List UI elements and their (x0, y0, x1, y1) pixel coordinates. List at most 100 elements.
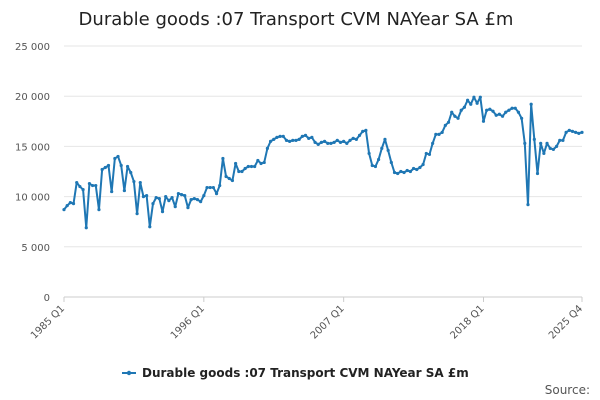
data-point[interactable] (322, 139, 327, 143)
data-point[interactable] (408, 169, 412, 174)
data-point[interactable] (218, 183, 222, 188)
data-point[interactable] (138, 180, 142, 185)
data-point[interactable] (202, 194, 206, 198)
data-point[interactable] (469, 102, 473, 106)
data-point[interactable] (157, 197, 161, 201)
data-point[interactable] (561, 138, 565, 142)
data-point[interactable] (535, 171, 540, 176)
data-point[interactable] (179, 192, 184, 197)
data-point[interactable] (548, 146, 552, 151)
data-point[interactable] (507, 108, 511, 112)
data-point[interactable] (173, 205, 177, 209)
data-point[interactable] (466, 98, 470, 102)
data-point[interactable] (580, 130, 584, 134)
data-point[interactable] (227, 176, 231, 181)
data-point[interactable] (110, 189, 114, 194)
data-point[interactable] (284, 138, 289, 142)
data-point[interactable] (189, 198, 193, 202)
data-point[interactable] (106, 163, 111, 168)
data-point[interactable] (291, 138, 295, 142)
data-point[interactable] (450, 110, 454, 114)
data-point[interactable] (513, 106, 517, 110)
data-point[interactable] (462, 105, 467, 109)
data-point[interactable] (399, 169, 403, 174)
data-point[interactable] (357, 133, 362, 137)
source-label[interactable]: Source: (545, 383, 590, 397)
data-point[interactable] (259, 161, 263, 166)
data-point[interactable] (214, 191, 219, 196)
data-point[interactable] (253, 164, 257, 169)
data-point[interactable] (351, 136, 355, 140)
data-point[interactable] (405, 168, 409, 173)
data-point[interactable] (446, 120, 451, 124)
data-point[interactable] (208, 185, 212, 190)
data-point[interactable] (481, 119, 486, 123)
data-point[interactable] (329, 141, 333, 145)
data-point[interactable] (154, 196, 158, 200)
data-point[interactable] (113, 156, 117, 161)
data-point[interactable] (160, 210, 165, 214)
data-point[interactable] (211, 185, 215, 190)
legend[interactable]: Durable goods :07 Transport CVM NAYear S… (122, 366, 469, 380)
data-point[interactable] (288, 139, 292, 143)
data-point[interactable] (300, 134, 304, 138)
data-point[interactable] (103, 165, 107, 170)
data-point[interactable] (545, 141, 549, 145)
data-point[interactable] (71, 202, 76, 206)
data-point[interactable] (265, 146, 269, 151)
data-point[interactable] (116, 154, 120, 159)
data-point[interactable] (119, 163, 123, 168)
data-point[interactable] (567, 128, 571, 132)
data-point[interactable] (68, 201, 72, 205)
data-point[interactable] (542, 151, 546, 156)
data-point[interactable] (361, 129, 365, 133)
data-point[interactable] (199, 200, 203, 204)
data-point[interactable] (256, 158, 260, 163)
data-point[interactable] (551, 147, 556, 152)
data-point[interactable] (380, 146, 384, 151)
data-point[interactable] (278, 134, 282, 138)
data-point[interactable] (472, 95, 476, 99)
data-point[interactable] (421, 162, 425, 167)
data-point[interactable] (281, 134, 285, 138)
data-point[interactable] (510, 106, 514, 110)
data-point[interactable] (532, 137, 536, 141)
data-point[interactable] (574, 130, 578, 134)
data-point[interactable] (389, 160, 393, 165)
data-point[interactable] (383, 137, 387, 141)
data-point[interactable] (84, 226, 88, 230)
data-point[interactable] (367, 151, 371, 156)
data-point[interactable] (224, 174, 228, 179)
data-point[interactable] (554, 144, 559, 148)
data-point[interactable] (65, 204, 69, 208)
data-point[interactable] (335, 138, 339, 142)
data-point[interactable] (167, 199, 171, 203)
data-point[interactable] (246, 164, 250, 169)
data-point[interactable] (183, 194, 187, 198)
data-point[interactable] (338, 140, 343, 144)
data-point[interactable] (125, 164, 130, 169)
data-point[interactable] (97, 208, 101, 212)
data-point[interactable] (459, 108, 463, 112)
data-point[interactable] (272, 137, 276, 141)
data-point[interactable] (310, 135, 314, 139)
data-point[interactable] (249, 164, 254, 169)
data-point[interactable] (240, 169, 244, 174)
data-point[interactable] (319, 140, 324, 144)
data-point[interactable] (488, 107, 492, 111)
data-point[interactable] (539, 141, 543, 145)
data-point[interactable] (135, 212, 139, 216)
data-point[interactable] (354, 137, 358, 141)
data-point[interactable] (564, 130, 568, 134)
data-point[interactable] (230, 178, 235, 183)
data-point[interactable] (75, 180, 79, 185)
data-point[interactable] (485, 108, 489, 112)
data-point[interactable] (122, 188, 126, 193)
data-point[interactable] (195, 198, 200, 202)
data-point[interactable] (570, 129, 575, 133)
data-point[interactable] (78, 184, 82, 189)
data-point[interactable] (558, 138, 562, 142)
data-point[interactable] (62, 208, 66, 212)
data-point[interactable] (164, 195, 168, 199)
data-point[interactable] (129, 170, 133, 175)
